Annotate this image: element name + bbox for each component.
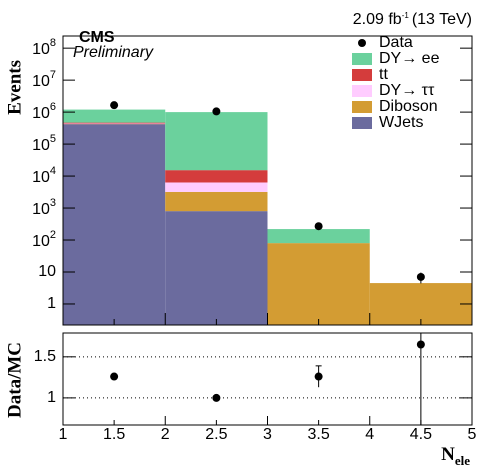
- y-tick-label: 10: [38, 263, 56, 280]
- y-tick-label: 102: [32, 229, 56, 250]
- ratio-axis-label: Data/MC: [4, 342, 25, 418]
- y-tick-base: 10: [32, 41, 50, 58]
- x-axis-label: Nele: [441, 444, 470, 468]
- x-tick-label: 4.5: [410, 426, 432, 443]
- stack-segment: [165, 112, 268, 171]
- status: Preliminary: [73, 44, 154, 61]
- legend-label: Data: [379, 34, 413, 51]
- y-tick-base: 10: [32, 201, 50, 218]
- lumi-exponent: -1: [402, 11, 410, 20]
- x-tick-label: 3: [263, 426, 272, 443]
- y-tick-label: 108: [32, 37, 56, 58]
- x-axis-label-sub: ele: [455, 453, 470, 468]
- ratio-point: [212, 393, 221, 402]
- y-tick-label: 107: [32, 69, 56, 90]
- x-tick-label: 1: [59, 426, 68, 443]
- y-tick-label: 1.5: [34, 348, 56, 365]
- ratio-point: [110, 372, 119, 381]
- ratio-point: [314, 372, 323, 381]
- legend-label: Diboson: [379, 98, 438, 115]
- data-point: [110, 101, 119, 110]
- y-tick-base: 10: [32, 233, 50, 250]
- stack-segment: [369, 283, 472, 325]
- x-tick-label: 5: [468, 426, 477, 443]
- x-tick-label: 3.5: [308, 426, 330, 443]
- y-tick-base: 10: [32, 137, 50, 154]
- legend-label: tt: [379, 66, 388, 83]
- data-point: [212, 107, 221, 116]
- stack-segment: [267, 243, 370, 325]
- y-tick-label: 103: [32, 197, 56, 218]
- y-tick-label: 105: [32, 133, 56, 154]
- x-tick-label: 2.5: [205, 426, 227, 443]
- y-tick-exponent: 2: [50, 229, 56, 241]
- legend-swatch: [352, 69, 372, 81]
- legend-marker: [358, 39, 366, 47]
- y-tick-label: 104: [32, 165, 56, 186]
- ratio-point: [416, 340, 425, 349]
- experiment: CMS: [79, 29, 115, 46]
- y-tick-base: 10: [32, 169, 50, 186]
- stack-segment: [63, 122, 166, 124]
- y-tick-exponent: 5: [50, 133, 56, 145]
- plot-area: [63, 101, 472, 325]
- y-tick-label: 1: [47, 295, 56, 312]
- x-tick-label: 1.5: [103, 426, 125, 443]
- lumi-value: 2.09 fb: [353, 11, 402, 28]
- lumi-energy: (13 TeV): [412, 11, 472, 28]
- frame: [62, 35, 473, 326]
- x-axis-label-main: N: [441, 444, 455, 465]
- legend-swatch: [352, 117, 372, 129]
- y-tick-exponent: 6: [50, 101, 56, 113]
- legend-label: DY→ ττ: [379, 82, 435, 99]
- y-tick-exponent: 8: [50, 37, 56, 49]
- ratio-area: [63, 333, 472, 425]
- y-tick-label: 106: [32, 101, 56, 122]
- lumi: 2.09 fb-1 (13 TeV): [353, 11, 472, 28]
- stack-segment: [165, 182, 268, 192]
- stack-segment: [165, 211, 268, 325]
- stack-segment: [63, 124, 166, 325]
- y-tick-label: 1: [47, 389, 56, 406]
- stack-segment: [267, 229, 370, 244]
- x-tick-label: 2: [161, 426, 170, 443]
- y-tick-base: 10: [32, 73, 50, 90]
- y-tick-exponent: 7: [50, 69, 56, 81]
- legend-label: DY→ ee: [379, 50, 440, 67]
- legend-swatch: [352, 85, 372, 97]
- legend-label: WJets: [379, 114, 423, 131]
- x-tick-label: 4: [365, 426, 374, 443]
- y-tick-exponent: 3: [50, 197, 56, 209]
- stack-segment: [165, 170, 268, 183]
- data-point: [314, 222, 323, 231]
- y-tick-base: 10: [32, 105, 50, 122]
- legend-swatch: [352, 101, 372, 113]
- data-point: [416, 272, 425, 281]
- y-tick-exponent: 4: [50, 165, 56, 177]
- stack-segment: [165, 191, 268, 212]
- stack-segment: [63, 109, 166, 123]
- ratio-frame: [62, 332, 473, 426]
- legend-swatch: [352, 53, 372, 65]
- y-axis-label: Events: [4, 60, 25, 115]
